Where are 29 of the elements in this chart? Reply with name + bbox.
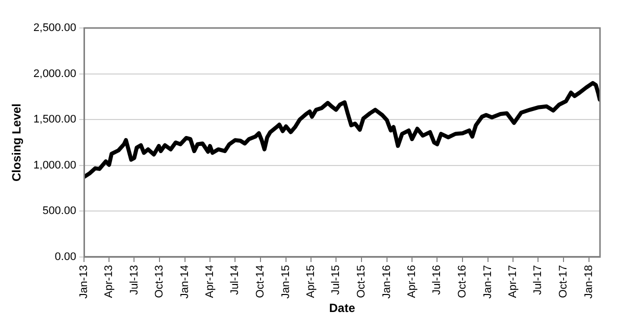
y-tick-label: 1,000.00 [33, 159, 76, 172]
x-tick-label: Oct-13 [154, 264, 166, 298]
y-tick-label: 0.00 [54, 250, 76, 263]
x-tick-label: Apr-13 [103, 264, 116, 298]
x-tick-label: Jul-13 [128, 264, 140, 295]
x-tick-label: Jan-14 [179, 264, 192, 299]
x-tick-label: Oct-14 [254, 264, 267, 298]
y-tick-label: 2,000.00 [33, 68, 76, 80]
y-tick-label: 500.00 [42, 205, 76, 218]
x-tick-label: Oct-17 [558, 264, 570, 298]
x-tick-label: Jan-18 [582, 264, 595, 299]
x-tick-label: Jan-13 [78, 264, 90, 299]
x-tick-label: Jul-14 [229, 264, 242, 295]
x-tick-label: Jan-15 [280, 264, 292, 299]
x-tick-label: Jan-17 [482, 264, 494, 299]
y-axis-title: Closing Level [10, 103, 24, 182]
x-tick-label: Jul-16 [431, 264, 444, 295]
x-tick-label: Apr-15 [304, 264, 317, 298]
x-tick-label: Apr-14 [204, 264, 216, 298]
x-tick-label: Apr-17 [506, 264, 519, 298]
y-tick-label: 2,500.00 [33, 22, 76, 34]
x-tick-label: Apr-16 [406, 264, 418, 298]
x-tick-label: Jan-16 [380, 264, 393, 299]
y-tick-label: 1,500.00 [33, 114, 76, 126]
x-tick-label: Oct-15 [355, 264, 368, 298]
x-tick-label: Jul-17 [532, 264, 544, 295]
x-tick-label: Oct-16 [456, 264, 469, 298]
x-tick-label: Jul-15 [330, 264, 342, 295]
x-axis-title: Date [329, 301, 356, 316]
